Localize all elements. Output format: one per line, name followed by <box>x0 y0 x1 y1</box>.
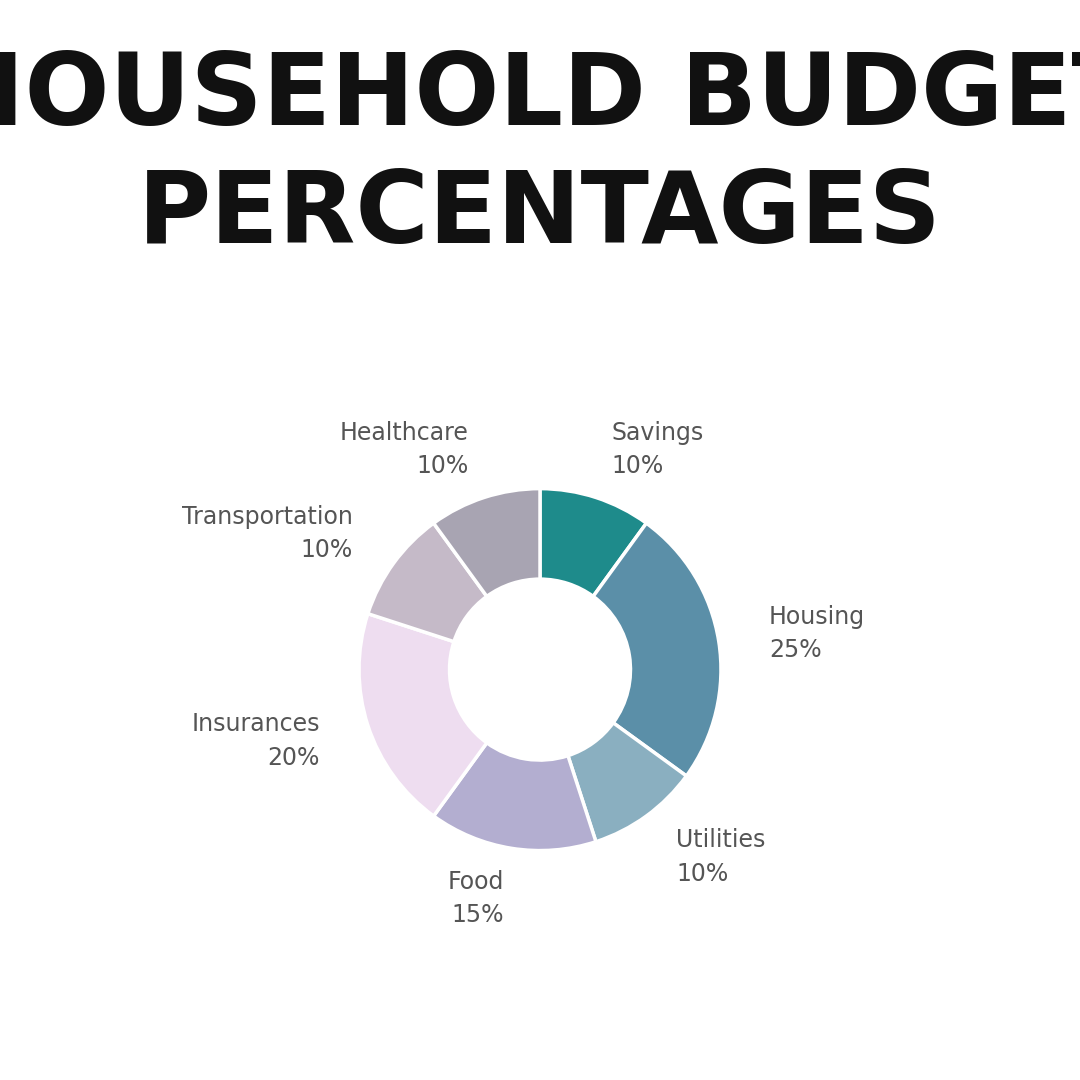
Text: HOUSEHOLD BUDGET: HOUSEHOLD BUDGET <box>0 49 1080 146</box>
Text: Housing
25%: Housing 25% <box>769 605 865 662</box>
Text: Healthcare
10%: Healthcare 10% <box>339 420 469 478</box>
Wedge shape <box>568 723 687 841</box>
Text: Food
15%: Food 15% <box>447 869 503 927</box>
Wedge shape <box>540 488 646 596</box>
Text: Utilities
10%: Utilities 10% <box>676 828 766 886</box>
Wedge shape <box>368 523 487 642</box>
Wedge shape <box>593 523 721 775</box>
Text: Insurances
20%: Insurances 20% <box>191 713 320 770</box>
Text: Savings
10%: Savings 10% <box>611 420 704 478</box>
Text: PERCENTAGES: PERCENTAGES <box>138 167 942 265</box>
Wedge shape <box>359 613 487 816</box>
Text: Transportation
10%: Transportation 10% <box>181 504 352 563</box>
Wedge shape <box>434 743 596 851</box>
Wedge shape <box>434 488 540 596</box>
